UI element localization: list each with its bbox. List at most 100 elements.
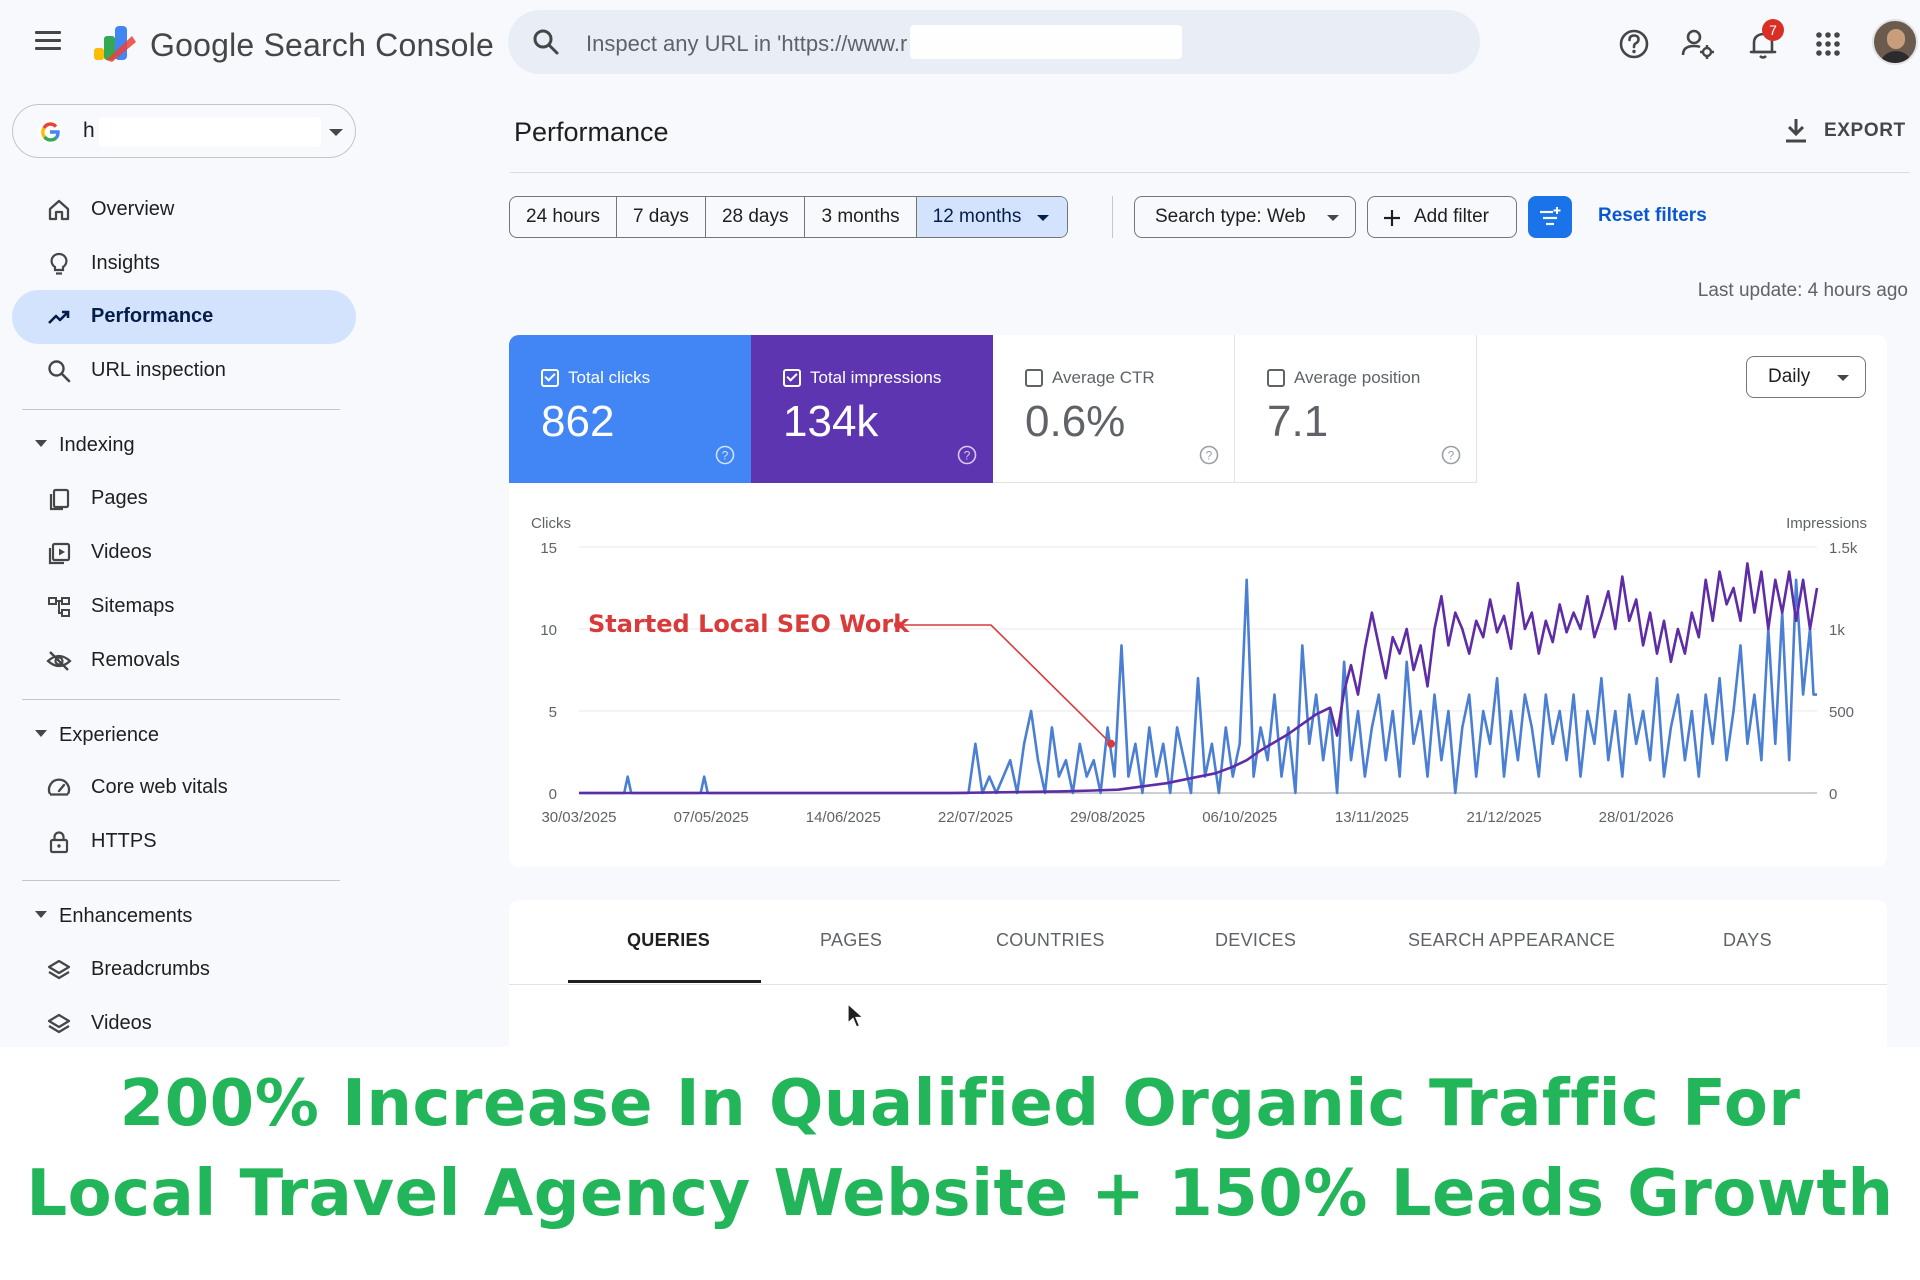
sidebar-section-experience[interactable]: Experience [30, 715, 350, 755]
y-left-tick-label: 15 [540, 540, 557, 557]
add-filter-button[interactable]: Add filter [1367, 196, 1517, 238]
pages-icon [49, 488, 70, 511]
checkbox-unchecked-icon[interactable] [1267, 369, 1285, 387]
sidebar-item-url-inspection[interactable]: URL inspection [12, 344, 356, 398]
x-tick-label: 29/08/2025 [1070, 809, 1145, 826]
range-12-months-button[interactable]: 12 months [916, 197, 1068, 237]
chevron-down-icon [1837, 375, 1849, 381]
export-button[interactable]: EXPORT [1782, 116, 1906, 156]
app-title: Google Search Console [150, 27, 494, 63]
metric-label: Average position [1294, 368, 1421, 387]
user-settings-icon[interactable] [1678, 24, 1718, 64]
range-12-months-label: 12 months [932, 206, 1022, 227]
sidebar-item-removals[interactable]: Removals [12, 634, 356, 688]
search-input[interactable]: Inspect any URL in 'https://www.r [586, 31, 908, 56]
help-icon[interactable]: ? [715, 445, 735, 465]
metric-average-position[interactable]: Average position 7.1 ? [1235, 335, 1477, 483]
sidebar-section-indexing[interactable]: Indexing [30, 425, 350, 465]
page-title: Performance [514, 117, 669, 147]
tab-pages[interactable]: PAGES [820, 930, 883, 950]
url-inspect-search[interactable]: Inspect any URL in 'https://www.r [508, 10, 1480, 74]
x-tick-label: 22/07/2025 [938, 809, 1013, 826]
metric-average-ctr[interactable]: Average CTR 0.6% ? [993, 335, 1235, 483]
checkbox-unchecked-icon[interactable] [1025, 369, 1043, 387]
sidebar-item-sitemaps[interactable]: Sitemaps [12, 580, 356, 634]
help-icon[interactable]: ? [1441, 445, 1461, 465]
sidebar-item-label: Videos [91, 541, 152, 563]
redacted-property [99, 117, 321, 147]
y-right-axis-label: Impressions [1786, 515, 1867, 532]
metric-total-impressions[interactable]: Total impressions 134k ? [751, 335, 993, 483]
granularity-dropdown[interactable]: Daily [1746, 356, 1866, 398]
sidebar-item-https[interactable]: HTTPS [12, 815, 356, 869]
section-title: Indexing [59, 434, 135, 456]
sidebar-item-core-web-vitals[interactable]: Core web vitals [12, 761, 356, 815]
sidebar-item-insights[interactable]: Insights [12, 237, 356, 291]
collapse-caret-icon [35, 911, 47, 918]
sidebar-item-overview[interactable]: Overview [12, 183, 356, 237]
sidebar-divider [22, 409, 340, 410]
x-tick-label: 13/11/2025 [1335, 809, 1409, 826]
apps-grid-icon[interactable] [1808, 24, 1848, 64]
trending-up-icon [48, 310, 70, 324]
date-range-selector: 24 hours 7 days 28 days 3 months 12 mont… [509, 196, 1069, 238]
download-icon [1786, 119, 1806, 143]
sidebar-item-videos[interactable]: Videos [12, 526, 356, 580]
main-menu-icon[interactable] [30, 26, 66, 62]
add-filter-label: Add filter [1414, 206, 1489, 227]
tab-countries[interactable]: COUNTRIES [996, 930, 1105, 950]
search-type-dropdown[interactable]: Search type: Web [1134, 196, 1356, 238]
sidebar-item-enhancement-videos[interactable]: Videos [12, 997, 356, 1047]
dimension-tabs: QUERIES PAGES COUNTRIES DEVICES SEARCH A… [509, 900, 1887, 1047]
property-name: h [83, 119, 95, 142]
layers-icon [47, 1013, 71, 1034]
annotation-point-dot [1107, 739, 1116, 748]
metric-value: 0.6% [1025, 397, 1126, 446]
svg-text:?: ? [722, 449, 729, 463]
search-icon [533, 29, 559, 55]
sidebar-item-performance[interactable]: Performance [12, 290, 356, 344]
svg-text:?: ? [964, 449, 971, 463]
tabs-divider [509, 984, 1887, 985]
checkbox-checked-icon[interactable] [541, 369, 559, 387]
sidebar-item-label: URL inspection [91, 359, 226, 381]
x-tick-label: 30/03/2025 [541, 809, 616, 826]
export-label: EXPORT [1824, 120, 1906, 141]
plus-icon [1384, 210, 1400, 226]
sidebar-item-pages[interactable]: Pages [12, 472, 356, 526]
help-icon[interactable]: ? [1199, 445, 1219, 465]
checkbox-checked-icon[interactable] [783, 369, 801, 387]
help-icon[interactable] [1614, 24, 1654, 64]
notification-count-badge: 7 [1762, 19, 1784, 41]
top-bar: Google Search Console Inspect any URL in… [0, 0, 1920, 88]
tab-devices[interactable]: DEVICES [1215, 930, 1297, 950]
lock-icon [49, 831, 69, 854]
filter-settings-button[interactable] [1528, 196, 1572, 238]
metric-label: Total clicks [568, 368, 651, 387]
sidebar-item-label: Breadcrumbs [91, 958, 210, 980]
x-tick-label: 07/05/2025 [674, 809, 749, 826]
range-3-months-button[interactable]: 3 months [805, 197, 917, 237]
tab-days[interactable]: DAYS [1723, 930, 1772, 950]
home-icon [48, 199, 70, 221]
help-icon[interactable]: ? [957, 445, 977, 465]
sidebar-item-label: Pages [91, 487, 148, 509]
lightbulb-icon [50, 252, 68, 275]
caption-banner: 200% Increase In Qualified Organic Traff… [0, 1047, 1920, 1280]
gauge-icon [47, 778, 71, 796]
sidebar-item-breadcrumbs[interactable]: Breadcrumbs [12, 943, 356, 997]
tab-queries[interactable]: QUERIES [627, 930, 711, 950]
account-avatar[interactable] [1872, 19, 1918, 65]
y-left-tick-label: 10 [540, 622, 557, 639]
metric-total-clicks[interactable]: Total clicks 862 ? [509, 335, 751, 483]
range-7-days-button[interactable]: 7 days [617, 197, 706, 237]
property-selector[interactable]: h [12, 104, 356, 158]
range-24-hours-button[interactable]: 24 hours [510, 197, 617, 237]
metric-value: 7.1 [1267, 397, 1329, 446]
reset-filters-link[interactable]: Reset filters [1598, 205, 1707, 226]
sidebar-section-enhancements[interactable]: Enhancements [30, 896, 350, 936]
range-28-days-button[interactable]: 28 days [706, 197, 806, 237]
tab-search-appearance[interactable]: SEARCH APPEARANCE [1408, 930, 1616, 950]
active-tab-indicator [568, 980, 761, 983]
metric-label: Total impressions [810, 368, 942, 387]
